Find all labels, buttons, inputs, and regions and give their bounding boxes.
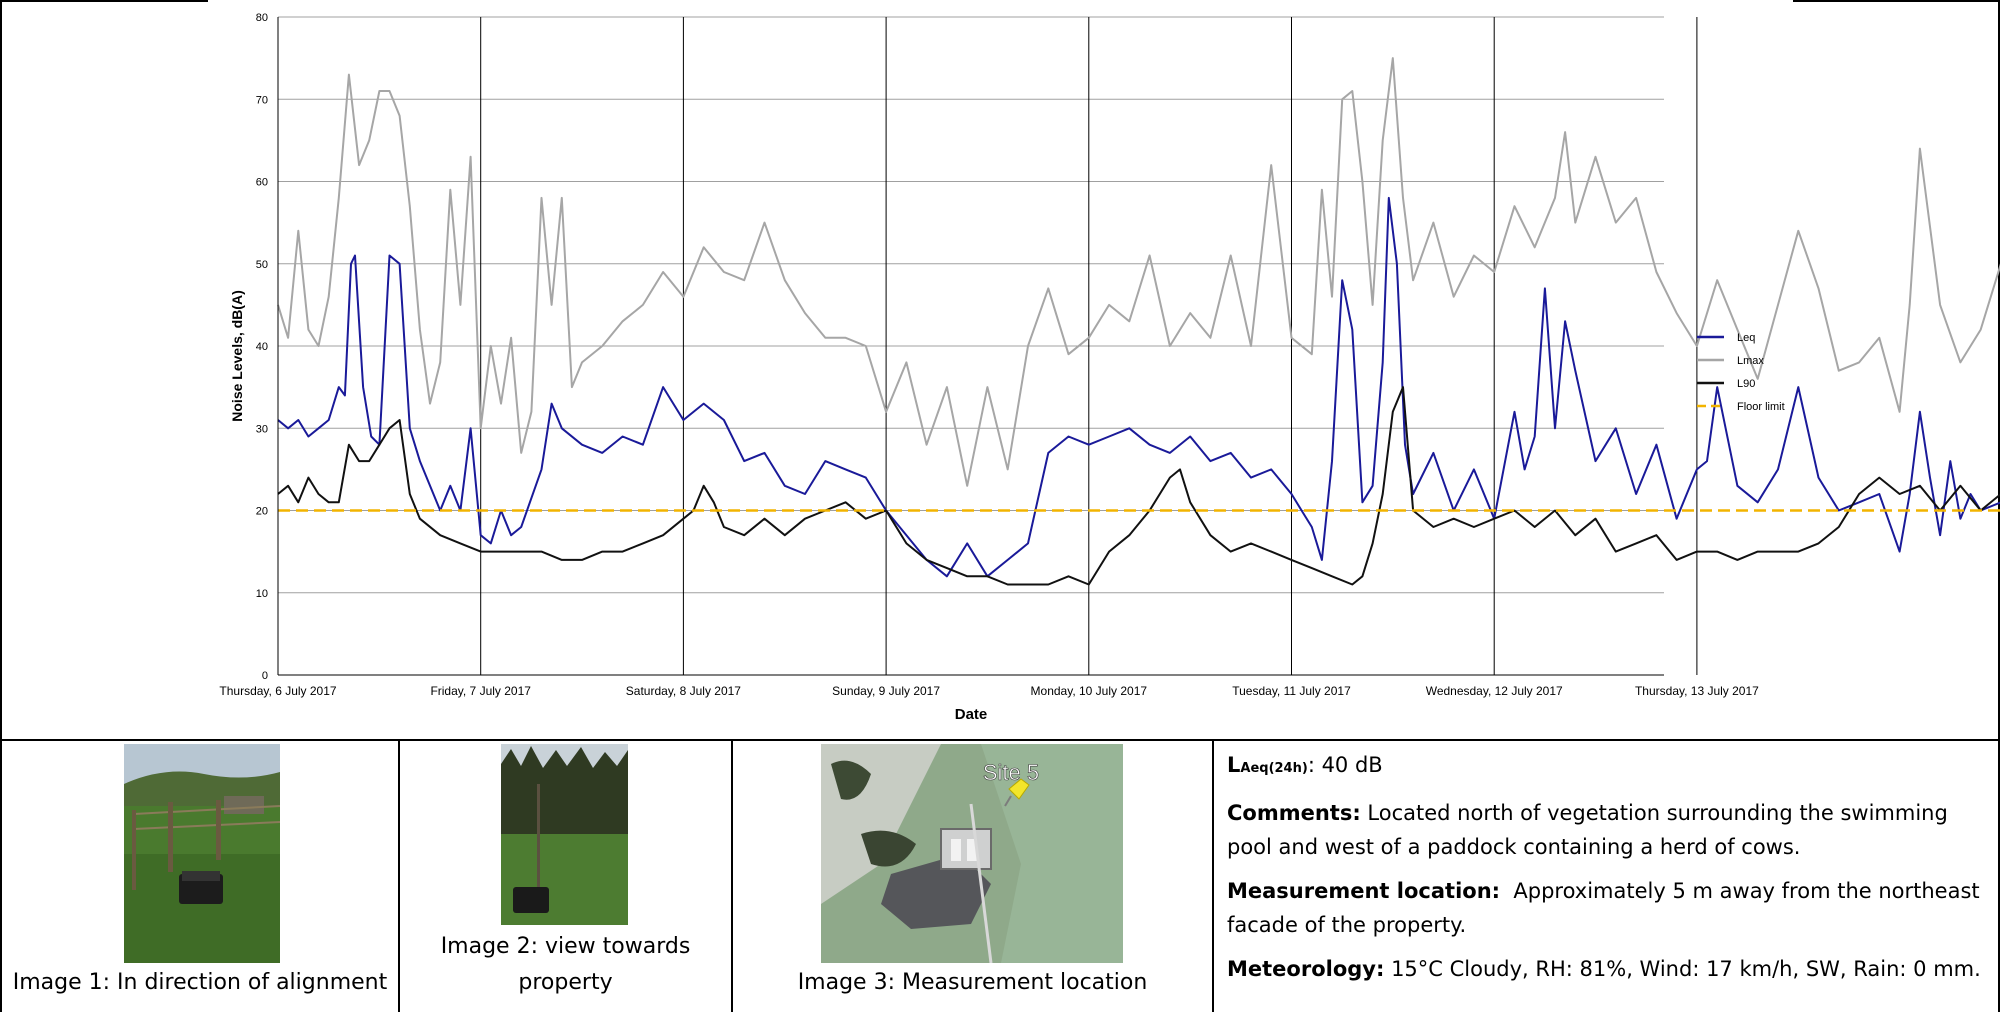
site-info-panel: LAeq(24h): 40 dB Comments: Located north…	[1227, 748, 1987, 996]
y-tick-label: 50	[256, 259, 268, 271]
y-tick-label: 70	[256, 94, 268, 106]
legend-label: Lmax	[1737, 355, 1764, 367]
x-tick-label: Friday, 7 July 2017	[430, 684, 531, 698]
image-2-caption-line-2: property	[518, 970, 613, 995]
comments-line: Comments: Located north of vegetation su…	[1227, 796, 1987, 864]
series-line-l90	[277, 386, 2000, 586]
measurement-text: Approximately 5 m away from the northeas…	[1227, 879, 1987, 937]
chart-axes: 0 10 20 30 40 50 60 70 80 Thursday, 6 July 2017 Fr…	[219, 12, 1759, 698]
y-tick-label: 30	[256, 423, 268, 435]
x-tick-label: Tuesday, 11 July 2017	[1232, 684, 1351, 698]
x-axis-label: Date	[955, 706, 988, 723]
y-tick-label: 80	[256, 12, 268, 24]
series-line-leq	[277, 196, 2000, 578]
chart-legend: Leq Lmax L90 Floor limit	[1697, 332, 1785, 413]
meteorology-text: 15°C Cloudy, RH: 81%, Wind: 17 km/h, SW,…	[1384, 957, 1981, 981]
meteorology-label: Meteorology:	[1227, 957, 1385, 981]
laeq-prefix: L	[1227, 753, 1241, 777]
measurement-label: Measurement location:	[1227, 879, 1501, 903]
image-1-cell: Image 1: In direction of alignment	[2, 741, 398, 1012]
measurement-line: Measurement location: Approximately 5 m …	[1227, 874, 1987, 942]
comments-label: Comments:	[1227, 801, 1361, 825]
legend-label: Leq	[1737, 332, 1755, 344]
right-border	[1998, 0, 2000, 1012]
image-2-caption-line-1: Image 2: view towards	[440, 934, 691, 959]
x-tick-label: Thursday, 6 July 2017	[219, 684, 337, 698]
cell-divider-2	[731, 739, 733, 1012]
laeq-value: : 40 dB	[1307, 753, 1383, 777]
photo-view-property	[501, 744, 628, 925]
cell-divider-3	[1212, 739, 1214, 1012]
meteorology-line: Meteorology: 15°C Cloudy, RH: 81%, Wind:…	[1227, 952, 1987, 986]
x-tick-label: Sunday, 9 July 2017	[832, 684, 940, 698]
chart-series	[277, 57, 2000, 586]
left-border	[0, 0, 2, 1012]
x-tick-label: Wednesday, 12 July 2017	[1426, 684, 1563, 698]
image-1-caption: Image 1: In direction of alignment	[12, 970, 388, 995]
x-tick-label: Saturday, 8 July 2017	[626, 684, 742, 698]
map-site-label: Site 5	[983, 760, 1039, 785]
y-tick-label: 10	[256, 588, 268, 600]
image-2-cell: Image 2: view towards property	[400, 741, 731, 1012]
series-line-lmax	[277, 57, 2000, 487]
top-border-left	[0, 0, 208, 2]
photo-alignment	[124, 744, 280, 963]
y-tick-label: 20	[256, 506, 268, 518]
y-axis-label: Noise Levels, dB(A)	[229, 290, 245, 421]
section-divider	[0, 739, 2000, 741]
laeq-line: LAeq(24h): 40 dB	[1227, 748, 1987, 786]
cell-divider-1	[398, 739, 400, 1012]
legend-label: Floor limit	[1737, 401, 1785, 413]
comments-text: Located north of vegetation surrounding …	[1227, 801, 1948, 859]
y-tick-label: 60	[256, 177, 268, 189]
aerial-map: Site 5	[821, 744, 1123, 963]
x-tick-label: Monday, 10 July 2017	[1031, 684, 1148, 698]
image-3-cell: Site 5 Image 3: Measurement location	[733, 741, 1212, 1012]
y-tick-label: 0	[262, 670, 268, 682]
y-tick-label: 40	[256, 341, 268, 353]
noise-level-chart: 0 10 20 30 40 50 60 70 80 Thursday, 6 July 2017 Fr…	[219, 12, 2000, 723]
legend-label: L90	[1737, 378, 1755, 390]
x-tick-label: Thursday, 13 July 2017	[1635, 684, 1759, 698]
laeq-subscript: Aeq(24h)	[1240, 761, 1308, 776]
image-3-caption: Image 3: Measurement location	[797, 970, 1148, 995]
top-border-right	[1793, 0, 2000, 2]
